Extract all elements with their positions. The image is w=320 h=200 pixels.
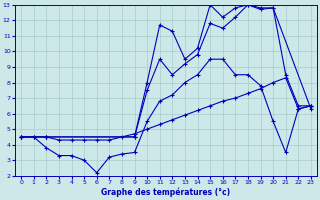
X-axis label: Graphe des températures (°c): Graphe des températures (°c)	[101, 188, 231, 197]
